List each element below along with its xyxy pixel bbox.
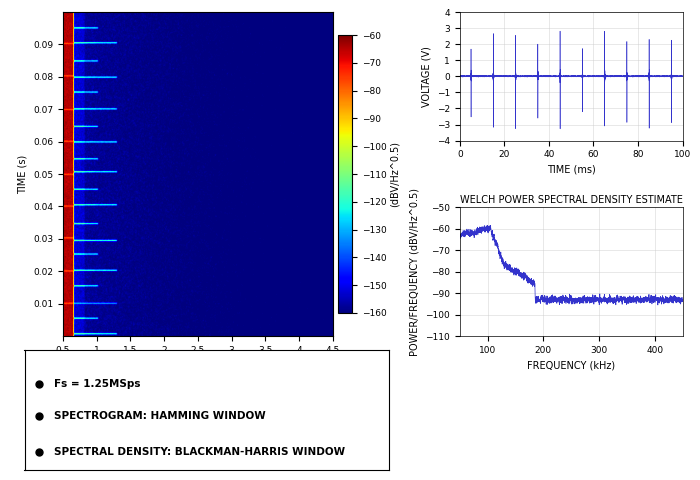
Y-axis label: POWER/FREQUENCY (dBV/Hz^0.5): POWER/FREQUENCY (dBV/Hz^0.5)	[410, 188, 420, 356]
X-axis label: TIME (ms): TIME (ms)	[547, 165, 596, 175]
Text: Fs = 1.25MSps: Fs = 1.25MSps	[54, 379, 140, 389]
Text: x 10⁵: x 10⁵	[309, 371, 332, 380]
Title: WELCH POWER SPECTRAL DENSITY ESTIMATE: WELCH POWER SPECTRAL DENSITY ESTIMATE	[460, 195, 682, 205]
Y-axis label: (dBV/Hz^0.5): (dBV/Hz^0.5)	[390, 141, 400, 207]
Text: SPECTROGRAM: HAMMING WINDOW: SPECTROGRAM: HAMMING WINDOW	[54, 411, 265, 421]
Text: SPECTRAL DENSITY: BLACKMAN-HARRIS WINDOW: SPECTRAL DENSITY: BLACKMAN-HARRIS WINDOW	[54, 447, 344, 457]
X-axis label: FREQUENCY (Hz): FREQUENCY (Hz)	[157, 360, 239, 370]
X-axis label: FREQUENCY (kHz): FREQUENCY (kHz)	[527, 360, 615, 370]
Y-axis label: TIME (s): TIME (s)	[18, 155, 27, 193]
Y-axis label: VOLTAGE (V): VOLTAGE (V)	[421, 46, 431, 107]
